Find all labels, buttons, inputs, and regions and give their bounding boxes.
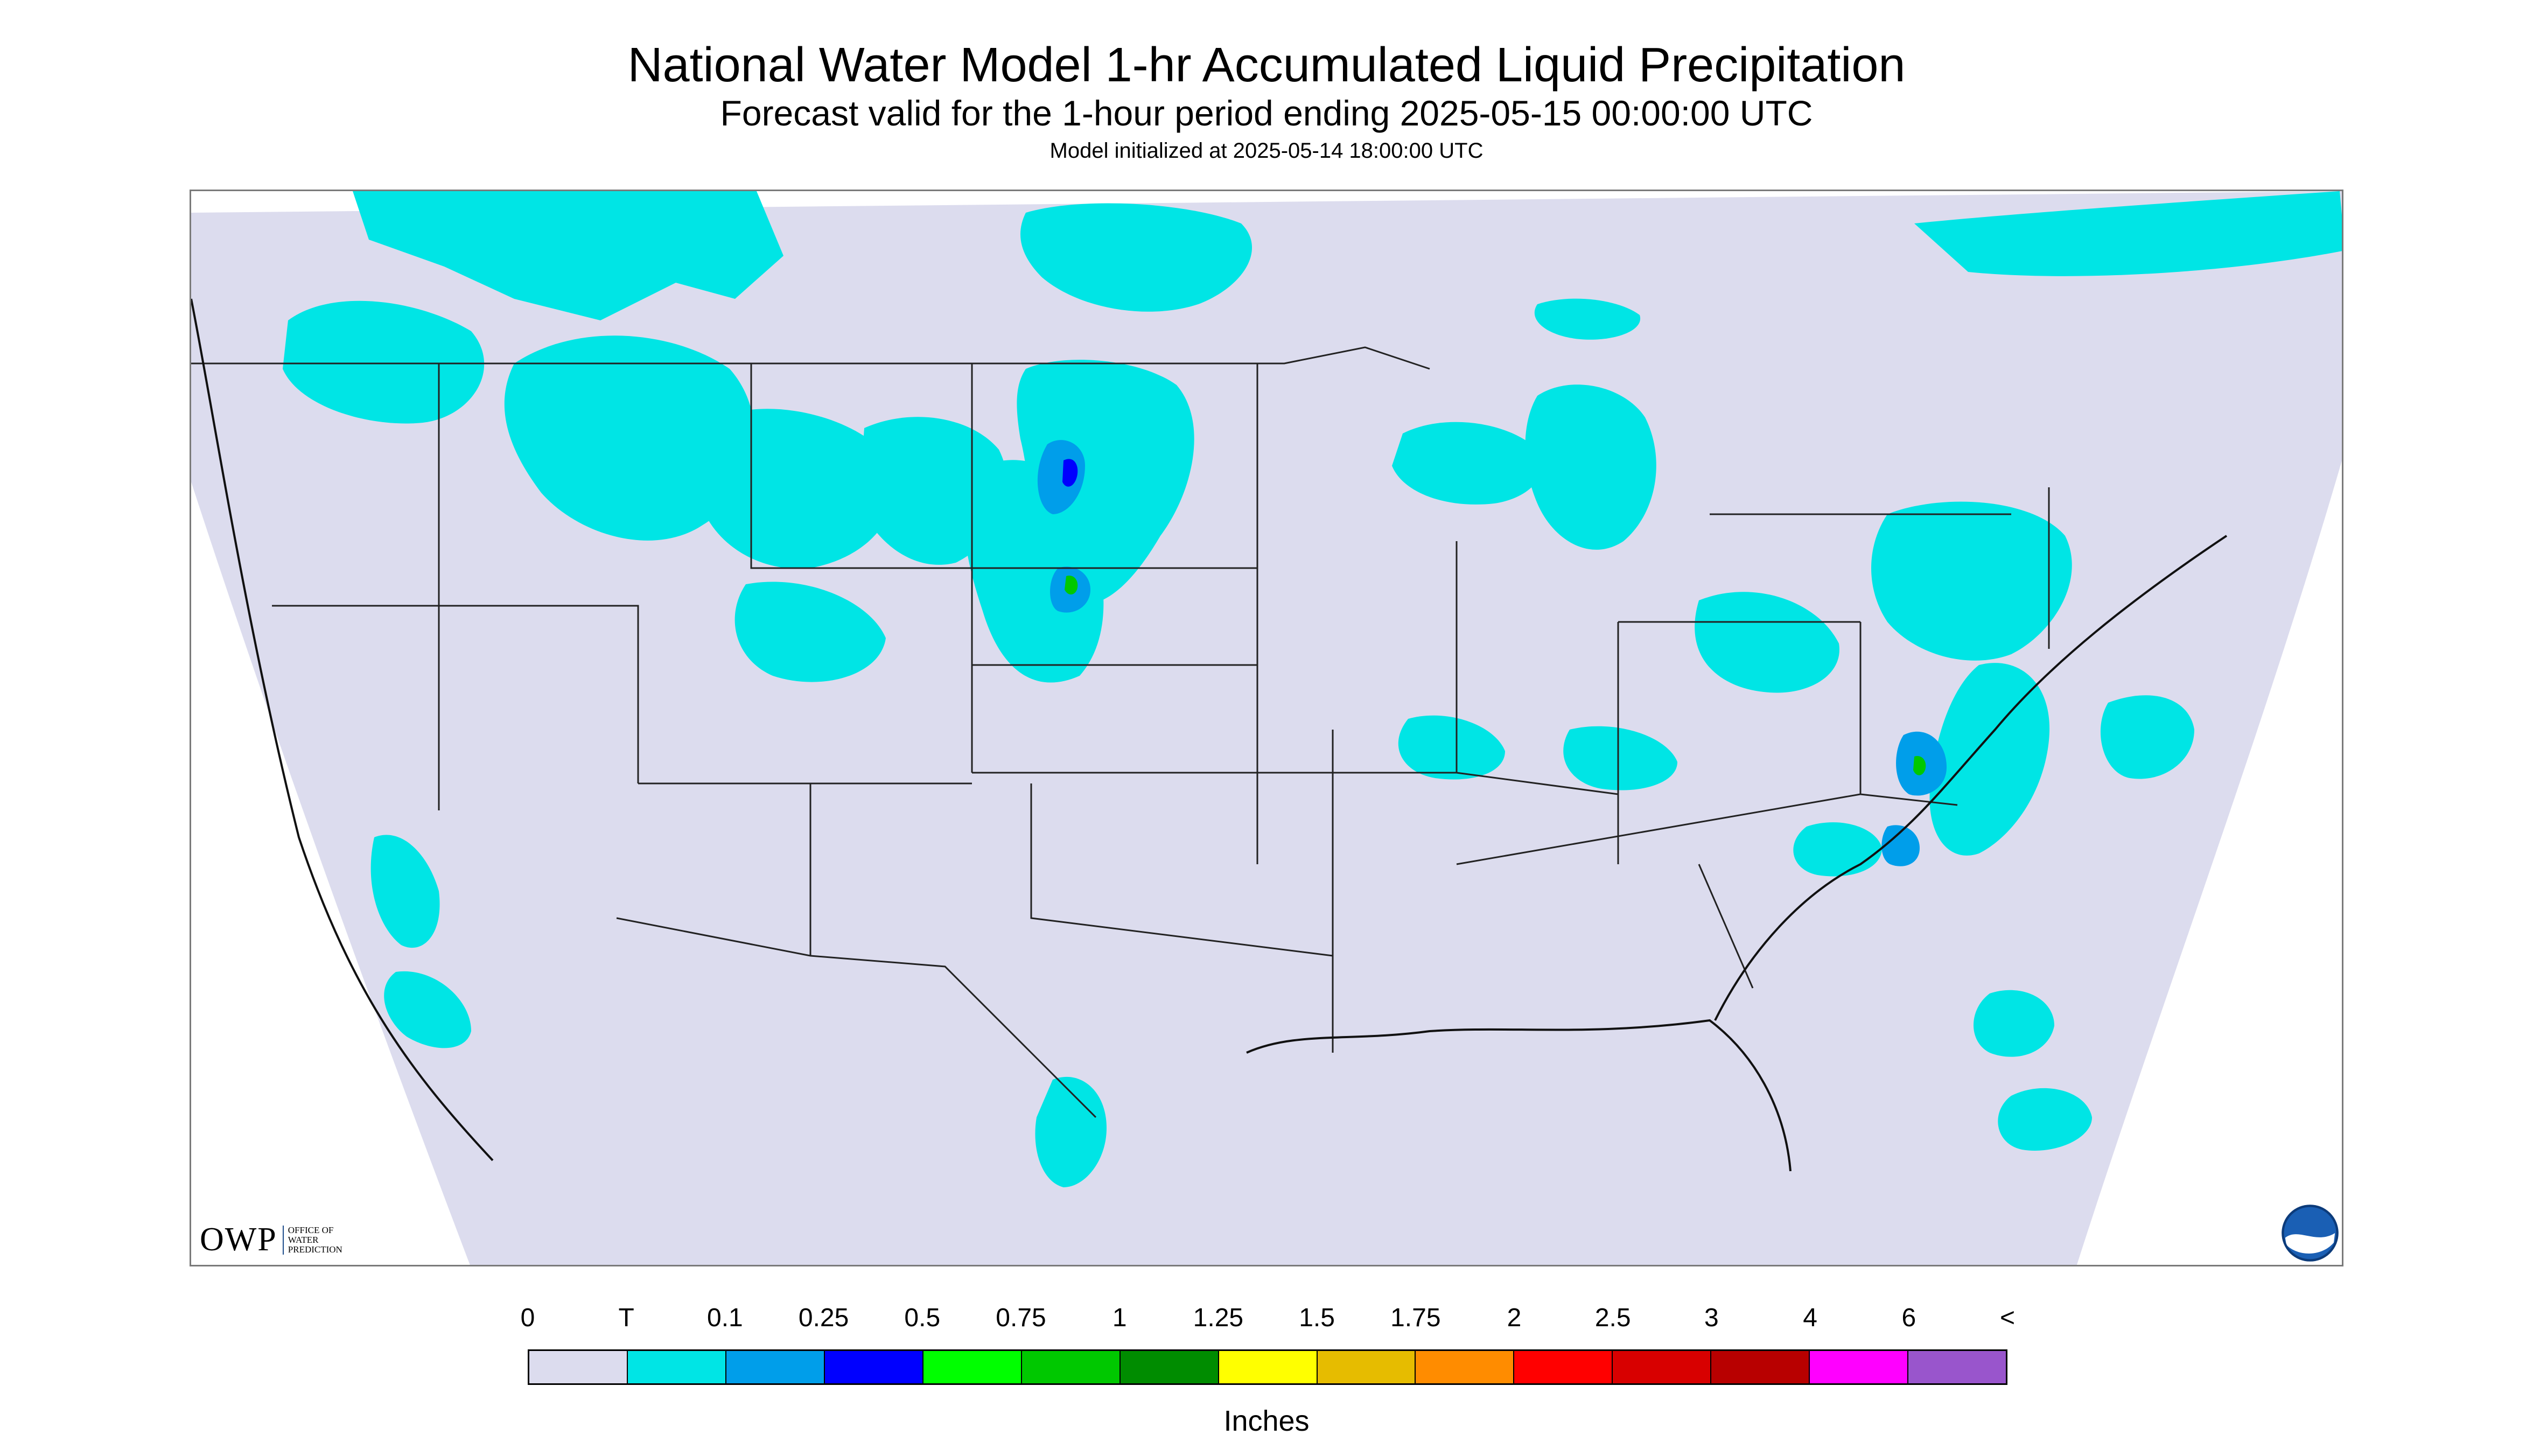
political-boundaries	[191, 346, 2050, 1118]
legend-tick-label: 1.25	[1193, 1304, 1244, 1332]
legend-swatch	[1317, 1351, 1416, 1383]
coastlines	[191, 298, 2228, 1172]
legend-tick-label: <	[1999, 1304, 2016, 1332]
legend-tick-label: 0.75	[996, 1304, 1046, 1332]
map-subtitle: Forecast valid for the 1-hour period end…	[720, 93, 1813, 133]
legend-tick-label: 0.5	[904, 1304, 941, 1332]
legend-tick-label: 0.1	[707, 1304, 743, 1332]
legend-tick-label: T	[618, 1304, 634, 1332]
legend-tick-label: 2	[1507, 1304, 1522, 1332]
legend-swatch	[1021, 1351, 1121, 1383]
legend-swatch	[726, 1351, 825, 1383]
legend-swatch	[923, 1351, 1022, 1383]
precip-heavy-areas	[1037, 440, 1947, 866]
owp-logo-subtitle: OFFICE OF WATER PREDICTION	[282, 1225, 342, 1255]
legend-swatch	[529, 1351, 628, 1383]
map-title: National Water Model 1-hr Accumulated Li…	[627, 38, 1906, 92]
owp-logo: OWP OFFICE OF WATER PREDICTION	[200, 1221, 342, 1259]
legend-tick-label: 0.25	[798, 1304, 849, 1332]
legend-units: Inches	[1223, 1405, 1310, 1437]
legend-swatch	[1514, 1351, 1613, 1383]
legend-colorbar	[528, 1349, 2007, 1385]
precipitation-map: OWP OFFICE OF WATER PREDICTION	[190, 190, 2343, 1266]
owp-logo-text: OWP	[200, 1221, 277, 1258]
legend-tick-label: 6	[1901, 1304, 1916, 1332]
legend-swatch	[1810, 1351, 1909, 1383]
legend-swatch	[1416, 1351, 1515, 1383]
legend-tick-label: 4	[1803, 1304, 1817, 1332]
legend-tick-label: 3	[1704, 1304, 1719, 1332]
precip-trace-areas	[283, 191, 2342, 1187]
legend-swatch	[1120, 1351, 1219, 1383]
legend-tick-label: 0	[520, 1304, 535, 1332]
legend-swatch	[1711, 1351, 1810, 1383]
legend-swatch	[824, 1351, 923, 1383]
legend-labels: 0 T 0.1 0.25 0.5 0.75 1 1.25 1.5 1.75 2 2.5 3 4 6 <	[0, 1303, 2533, 1335]
legend-tick-label: 1.75	[1390, 1304, 1441, 1332]
legend-tick-label: 1	[1112, 1304, 1127, 1332]
legend-swatch	[627, 1351, 726, 1383]
legend-swatch	[1908, 1351, 2006, 1383]
legend-swatch	[1219, 1351, 1318, 1383]
legend-tick-label: 2.5	[1594, 1304, 1631, 1332]
model-init-note: Model initialized at 2025-05-14 18:00:00…	[1049, 139, 1484, 163]
legend-tick-label: 1.5	[1299, 1304, 1335, 1332]
noaa-logo-icon	[2282, 1205, 2339, 1262]
map-canvas	[191, 191, 2342, 1265]
legend-swatch	[1613, 1351, 1712, 1383]
